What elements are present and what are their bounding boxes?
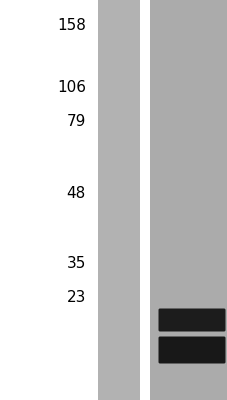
Text: 35: 35 (66, 256, 86, 270)
Text: 158: 158 (57, 18, 86, 32)
Text: 79: 79 (66, 114, 86, 130)
Text: 48: 48 (67, 186, 86, 200)
FancyBboxPatch shape (158, 336, 225, 364)
Bar (98, 0, 139, 400)
Bar (139, 0, 149, 400)
Text: 106: 106 (57, 80, 86, 96)
FancyBboxPatch shape (158, 308, 225, 332)
Bar (149, 0, 227, 400)
Text: 23: 23 (66, 290, 86, 306)
